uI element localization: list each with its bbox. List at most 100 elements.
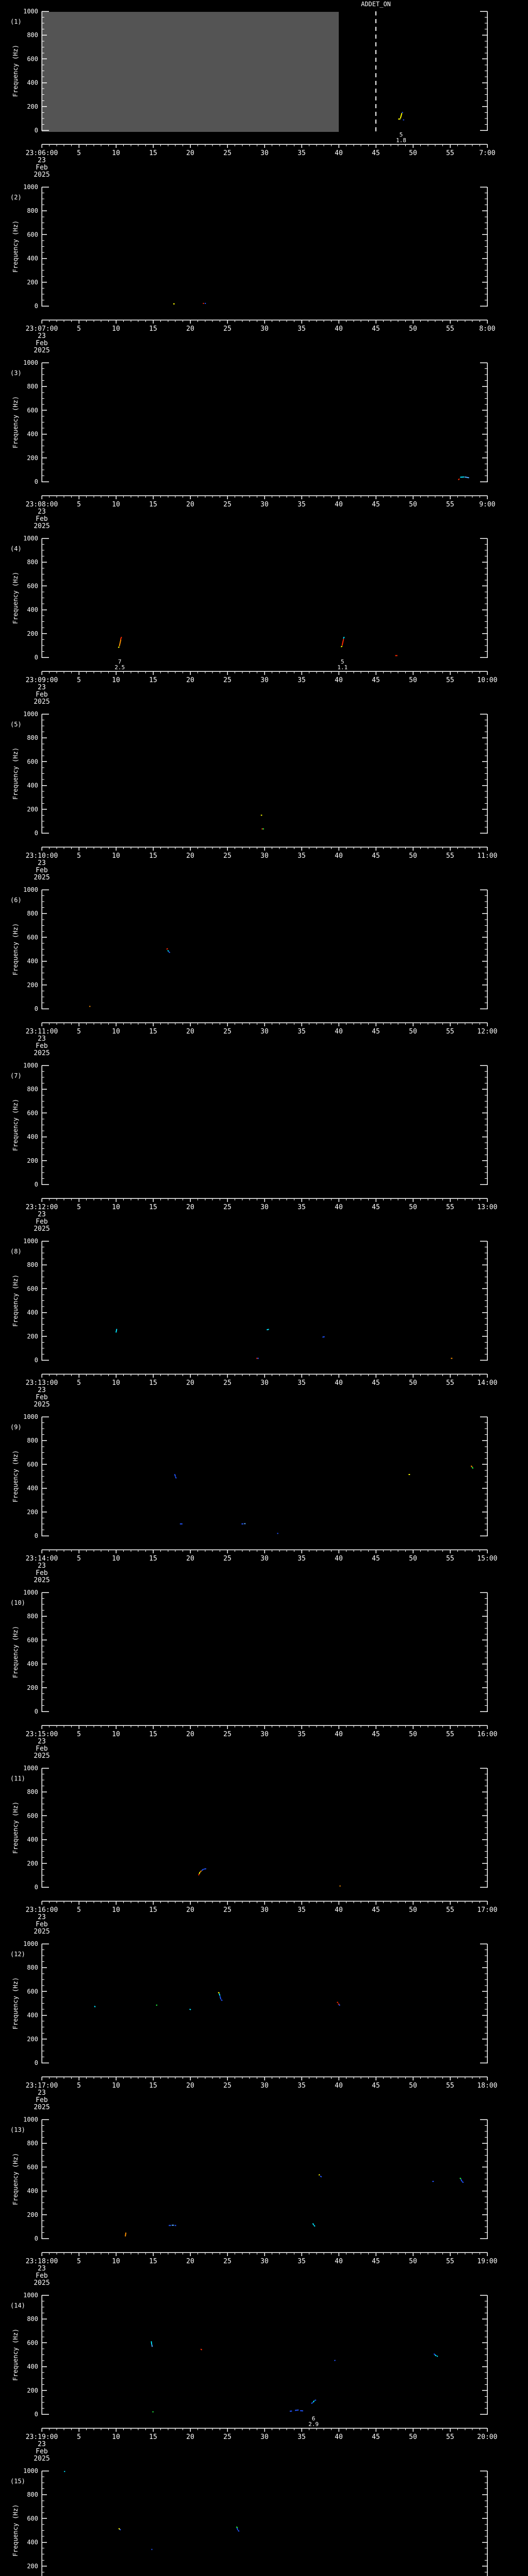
y-tick-label: 400 <box>27 958 38 965</box>
x-tick-label: 45 <box>372 1731 380 1738</box>
x-end-time-label: 20:00 <box>477 2433 497 2441</box>
x-end-time-label: 12:00 <box>477 1028 497 1036</box>
x-start-time-label: 23:17:00 <box>26 2082 58 2090</box>
y-tick-label: 1000 <box>23 1413 38 1420</box>
x-tick-label: 25 <box>223 1028 232 1036</box>
y-tick-label: 1000 <box>23 183 38 191</box>
y-tick-label: 200 <box>27 806 38 813</box>
x-tick-label: 25 <box>223 1555 232 1563</box>
x-tick-label: 20 <box>186 1731 194 1738</box>
y-axis: 0 200 400 600 800 1000 <box>23 2116 49 2242</box>
x-tick-label: 50 <box>409 149 417 157</box>
x-tick-label: 5 <box>77 1555 81 1563</box>
y-tick-label: 0 <box>35 829 38 837</box>
x-tick-label: 55 <box>446 2433 454 2441</box>
date-line: 2025 <box>34 698 50 705</box>
x-tick-label: 20 <box>186 501 194 509</box>
x-tick-label: 55 <box>446 501 454 509</box>
detection-mark <box>199 1872 201 1874</box>
detection-mark <box>460 2179 463 2182</box>
y-tick-label: 200 <box>27 2036 38 2043</box>
y-tick-label: 1000 <box>23 359 38 366</box>
detection-annotation: 5 <box>341 658 344 665</box>
y-tick-label: 600 <box>27 1636 38 1643</box>
detection-mark <box>464 476 469 479</box>
y-tick-label: 0 <box>35 127 38 134</box>
y-tick-label: 800 <box>27 1964 38 1971</box>
detection-mark <box>314 2225 316 2227</box>
y-axis: 0 200 400 600 800 1000 <box>23 710 49 837</box>
panel-canvas: 0200400600800100051015202530354045505523… <box>10 2467 488 2576</box>
x-tick-label: 10 <box>112 1379 120 1387</box>
x-tick-label: 35 <box>298 1028 306 1036</box>
date-line: 2025 <box>34 1401 50 1408</box>
x-tick-label: 5 <box>77 2433 81 2441</box>
x-tick-label: 50 <box>409 1731 417 1738</box>
x-tick-label: 50 <box>409 1028 417 1036</box>
x-tick-label: 5 <box>77 1731 81 1738</box>
detection-mark <box>320 2175 322 2178</box>
y-axis: 0 200 400 600 800 1000 <box>23 183 49 310</box>
detection-mark <box>156 2004 158 2006</box>
y-tick-label: 0 <box>35 302 38 310</box>
x-tick-label: 10 <box>112 676 120 684</box>
x-tick-label: 35 <box>298 501 306 509</box>
x-start-time-label: 23:10:00 <box>26 852 58 860</box>
y-tick-label: 1000 <box>23 2467 38 2475</box>
detection-mark <box>175 1477 177 1479</box>
x-tick-label: 40 <box>335 852 343 860</box>
x-tick-label: 50 <box>409 501 417 509</box>
x-tick-label: 25 <box>223 325 232 333</box>
y-tick-label: 800 <box>27 2140 38 2147</box>
x-tick-label: 35 <box>298 149 306 157</box>
date-line: Feb <box>36 340 48 347</box>
y-tick-label: 200 <box>27 2211 38 2218</box>
y-tick-label: 400 <box>27 1836 38 1843</box>
x-tick-label: 30 <box>260 852 269 860</box>
date-line: 2025 <box>34 2455 50 2462</box>
x-start-time-label: 23:12:00 <box>26 1204 58 1211</box>
y-tick-label: 600 <box>27 1988 38 1995</box>
y-tick-label: 600 <box>27 582 38 589</box>
x-tick-label: 40 <box>335 1555 343 1563</box>
x-tick-label: 5 <box>77 325 81 333</box>
y-tick-label: 200 <box>27 1157 38 1164</box>
detection-mark <box>221 1999 223 2001</box>
date-line: 23 <box>38 859 46 867</box>
y-axis-right <box>480 538 488 658</box>
x-tick-label: 55 <box>446 1028 454 1036</box>
x-tick-label: 15 <box>149 676 157 684</box>
x-tick-label: 5 <box>77 2082 81 2090</box>
detection-marks <box>89 948 171 1007</box>
x-tick-label: 55 <box>446 1731 454 1738</box>
detection-mark <box>118 646 120 648</box>
date-line: 2025 <box>34 1049 50 1057</box>
x-tick-label: 45 <box>372 1555 380 1563</box>
y-tick-label: 0 <box>35 1532 38 1539</box>
x-start-time-label: 23:09:00 <box>26 676 58 684</box>
date-line: Feb <box>36 1745 48 1753</box>
x-tick-label: 40 <box>335 2258 343 2265</box>
date-line: 23 <box>38 684 46 691</box>
panel-number-label: (1) <box>10 18 22 25</box>
x-start-time-label: 23:18:00 <box>26 2258 58 2265</box>
x-tick-label: 50 <box>409 676 417 684</box>
date-line: 23 <box>38 2441 46 2448</box>
y-axis-title: Frequency (Hz) <box>12 748 19 800</box>
y-tick-label: 600 <box>27 2163 38 2171</box>
y-tick-label: 800 <box>27 1613 38 1620</box>
date-line: 23 <box>38 332 46 340</box>
detection-marks <box>197 1868 341 1887</box>
x-tick-label: 35 <box>298 1906 306 1914</box>
